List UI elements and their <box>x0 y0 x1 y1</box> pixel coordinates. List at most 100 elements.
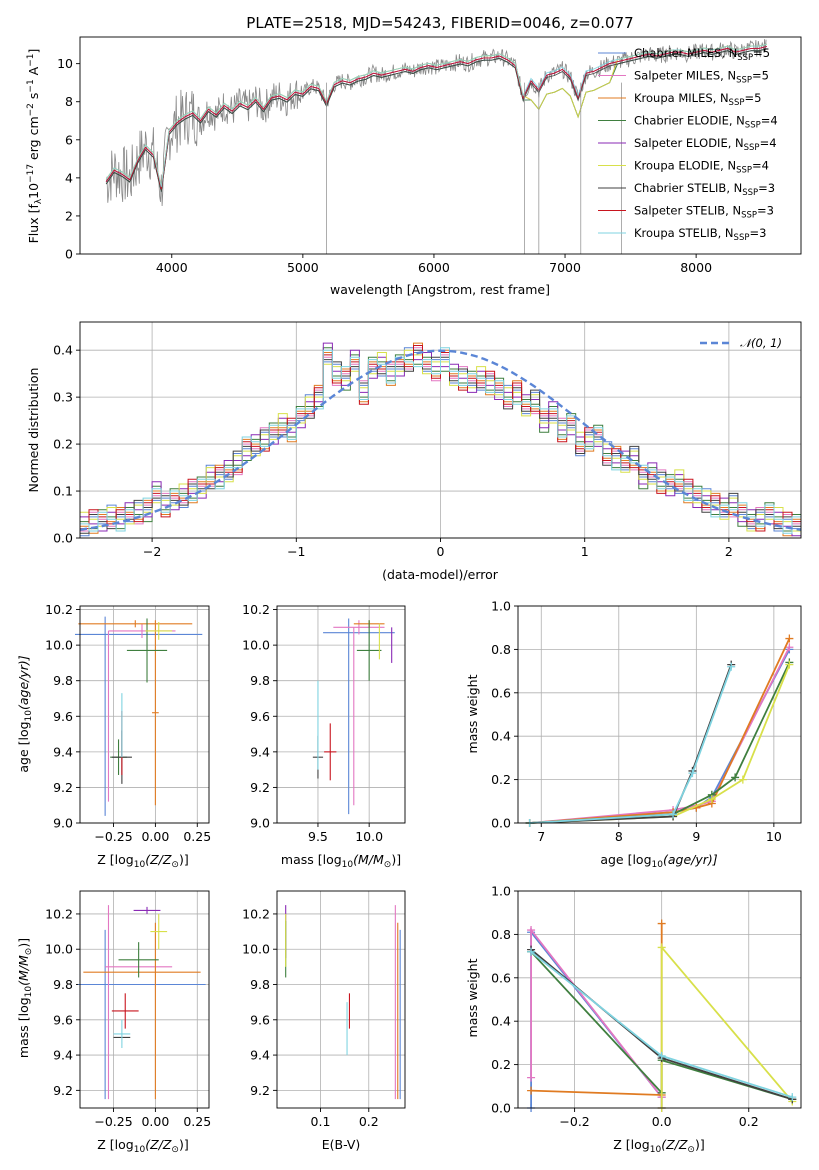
axes-frame <box>79 605 210 824</box>
x-tick-label: 8 <box>615 829 623 844</box>
y-tick-label: 9.2 <box>53 780 73 795</box>
x-tick-label: 0 <box>437 544 445 559</box>
weight-vs-age-xlabel: age [log10(age/yr)] <box>600 852 717 870</box>
weight-marker-2-4 <box>785 634 794 643</box>
weight-line-2 <box>529 638 791 824</box>
weight-vs-metallicity-ylabel: mass weight <box>465 958 480 1037</box>
x-tick-label: 2 <box>725 544 733 559</box>
model-spectrum-8 <box>105 43 768 188</box>
spectrum-ylabel: Flux [fλ10−17 erg cm−2 s−1 A−1] <box>26 49 44 244</box>
y-tick-label: 9.6 <box>53 1012 73 1027</box>
weight-vs-age-plot-area: 7 8 9 10 0.0 0.2 0.4 0.6 0.8 1.0 <box>491 599 802 844</box>
y-tick-label: 0.6 <box>491 685 511 700</box>
residual-panel: −2 −1 0 1 2 0.0 0.1 0.2 0.3 0.4 𝒩(0, 1) (data-mode… <box>26 321 802 582</box>
model-spectrum-7 <box>105 46 768 190</box>
x-tick-label: 0.25 <box>183 829 211 844</box>
x-tick-label: 0.2 <box>739 1114 759 1129</box>
age-vs-metallicity-panel: −0.25 0.00 0.25 9.0 9.2 9.4 9.6 9.8 10.0 10.2 Z [… <box>16 602 211 870</box>
weight-marker-4-2 <box>707 795 716 804</box>
weight-marker-2-2 <box>657 919 666 928</box>
y-tick-label: 6 <box>65 132 73 147</box>
weight-vs-age-ylabel: mass weight <box>465 674 480 753</box>
y-tick-label: 9.2 <box>250 780 270 795</box>
legend-entry-7: Salpeter STELIB, NSSP=3 <box>634 204 774 221</box>
residual-plot-area: −2 −1 0 1 2 0.0 0.1 0.2 0.3 0.4 𝒩(0, 1) <box>53 321 802 559</box>
x-tick-label: 6000 <box>418 260 450 275</box>
y-tick-label: 10.0 <box>45 638 73 653</box>
spectrum-panel: PLATE=2518, MJD=54243, FIBERID=0046, z=0… <box>26 14 802 297</box>
y-tick-label: 0.0 <box>491 1101 511 1116</box>
age-vs-mass-xlabel: mass [log10(M/M⊙)] <box>281 852 401 870</box>
y-tick-label: 10.2 <box>45 906 73 921</box>
y-tick-label: 10.0 <box>45 942 73 957</box>
residual-ylabel: Normed distribution <box>26 368 41 493</box>
weight-line-6 <box>529 666 733 824</box>
y-tick-label: 0.8 <box>491 927 511 942</box>
axes-frame <box>79 36 802 255</box>
x-tick-label: 0.2 <box>359 1114 379 1129</box>
weight-vs-age-panel: 7 8 9 10 0.0 0.2 0.4 0.6 0.8 1.0 age [log10(age/y… <box>465 599 802 870</box>
weight-vs-metallicity-plot-area: −0.2 0.0 0.2 0.0 0.2 0.4 0.6 0.8 1.0 <box>491 884 802 1129</box>
legend-entry-0: Chabrier MILES, NSSP=5 <box>634 46 770 63</box>
legend-entry-6: Chabrier STELIB, NSSP=3 <box>634 181 775 198</box>
x-tick-label: 8000 <box>680 260 712 275</box>
axes-frame <box>517 605 802 824</box>
y-tick-label: 9.0 <box>250 816 270 831</box>
legend-entry-5: Kroupa ELODIE, NSSP=4 <box>634 159 769 176</box>
y-tick-label: 9.8 <box>53 977 73 992</box>
weight-marker-6-2 <box>688 769 697 778</box>
y-tick-label: 0.2 <box>53 437 73 452</box>
x-tick-label: −0.25 <box>94 829 132 844</box>
y-tick-label: 9.6 <box>250 1012 270 1027</box>
x-tick-label: 5000 <box>287 260 319 275</box>
y-tick-label: 9.8 <box>250 977 270 992</box>
legend-entry-normal: 𝒩(0, 1) <box>740 336 782 350</box>
x-tick-label: 7000 <box>549 260 581 275</box>
y-tick-label: 9.2 <box>250 1083 270 1098</box>
mass-vs-metallicity-ylabel: mass [log10(M/M⊙)] <box>16 938 34 1058</box>
age-vs-metallicity-plot-area: −0.25 0.00 0.25 9.0 9.2 9.4 9.6 9.8 10.0 10.2 <box>45 602 211 844</box>
weight-marker-6-2 <box>788 1093 797 1102</box>
mass-vs-metallicity-panel: −0.25 0.00 0.25 9.2 9.4 9.6 9.8 10.0 10.2 Z [log… <box>16 890 211 1155</box>
x-tick-label: 0.0 <box>652 1114 672 1129</box>
x-tick-label: 4000 <box>156 260 188 275</box>
weight-line-5 <box>529 664 733 824</box>
y-tick-label: 0 <box>65 247 73 262</box>
y-tick-label: 9.4 <box>250 1048 270 1063</box>
mass-vs-extinction-xlabel: E(B-V) <box>322 1137 361 1152</box>
y-tick-label: 0.6 <box>491 970 511 985</box>
y-tick-label: 10.2 <box>242 602 270 617</box>
y-tick-label: 9.4 <box>53 1048 73 1063</box>
y-tick-label: 2 <box>65 208 73 223</box>
weight-marker-4-3 <box>738 775 747 784</box>
weight-marker-3-3 <box>731 773 740 782</box>
y-tick-label: 9.8 <box>250 673 270 688</box>
y-tick-label: 0.8 <box>491 642 511 657</box>
spectrum-legend: Chabrier MILES, NSSP=5 Salpeter MILES, NS… <box>598 46 778 243</box>
y-tick-label: 9.4 <box>250 744 270 759</box>
y-tick-label: 1.0 <box>491 884 511 899</box>
y-tick-label: 9.6 <box>250 709 270 724</box>
y-tick-label: 4 <box>65 170 73 185</box>
weight-marker-2-0 <box>527 1086 536 1095</box>
x-tick-label: 1 <box>581 544 589 559</box>
x-tick-label: −1 <box>287 544 305 559</box>
weight-line-3 <box>529 662 791 824</box>
x-tick-label: 0.00 <box>141 1114 169 1129</box>
legend-entry-8: Kroupa STELIB, NSSP=3 <box>634 226 766 243</box>
x-tick-label: 7 <box>537 829 545 844</box>
age-vs-mass-panel: 9.5 10.0 9.0 9.2 9.4 9.6 9.8 10.0 10.2 mass [log… <box>242 602 406 870</box>
y-tick-label: 0.4 <box>491 1014 511 1029</box>
y-tick-label: 0.4 <box>53 343 73 358</box>
axes-frame <box>276 605 406 824</box>
legend-entry-1: Salpeter MILES, NSSP=5 <box>634 69 769 86</box>
axes-frame <box>276 890 406 1109</box>
y-tick-label: 10.0 <box>242 942 270 957</box>
mass-vs-extinction-panel: 0.1 0.2 9.2 9.4 9.6 9.8 10.0 10.2 E(B-V) <box>242 890 406 1152</box>
weight-marker-6-3 <box>727 662 736 671</box>
x-tick-label: 9 <box>692 829 700 844</box>
weight-marker-1-0 <box>527 1073 536 1082</box>
mass-vs-metallicity-plot-area: −0.25 0.00 0.25 9.2 9.4 9.6 9.8 10.0 10.2 <box>45 890 211 1129</box>
normal-distribution-curve <box>79 349 802 531</box>
